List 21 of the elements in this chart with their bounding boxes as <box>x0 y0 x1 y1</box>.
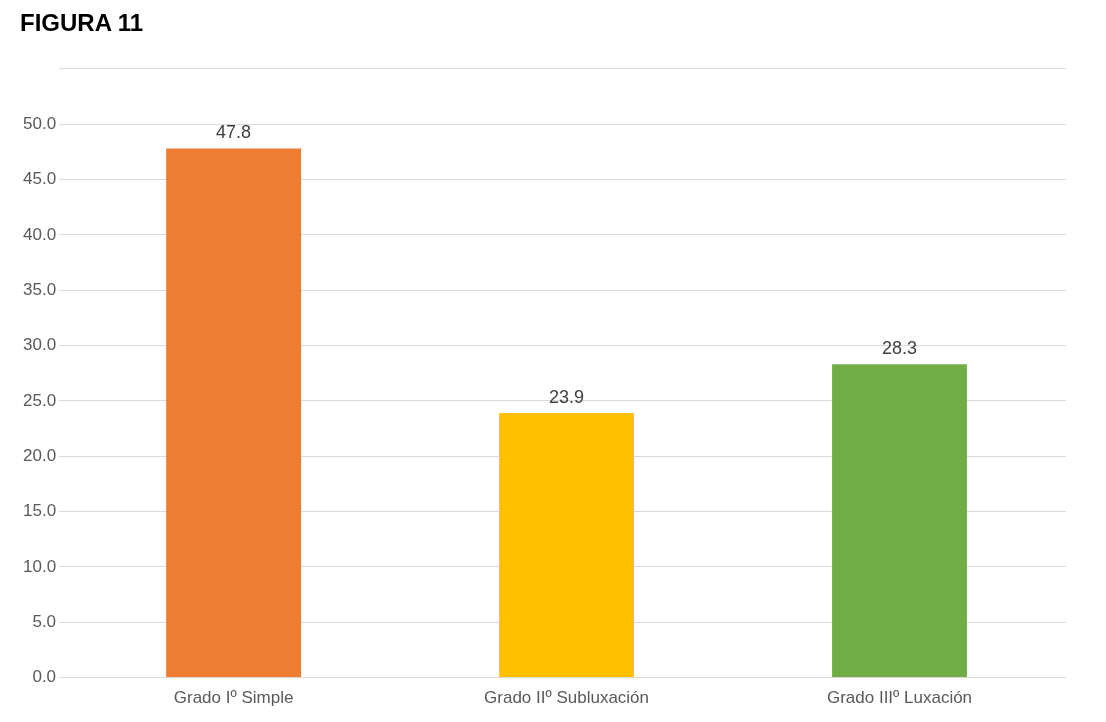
chart-title: FIGURA 11 <box>20 9 144 37</box>
bar <box>166 148 301 678</box>
y-tick-label: 35.0 <box>22 279 57 299</box>
y-tick-label: 5.0 <box>32 611 57 631</box>
data-label: 47.8 <box>216 122 252 143</box>
y-tick-label: 50.0 <box>22 113 57 133</box>
y-tick-label: 0.0 <box>32 667 57 687</box>
y-tick-label: 15.0 <box>22 501 57 521</box>
y-tick-label: 45.0 <box>22 169 57 189</box>
y-tick-label: 40.0 <box>22 224 57 244</box>
y-tick-label: 20.0 <box>22 445 57 465</box>
data-label: 23.9 <box>549 387 585 408</box>
y-tick-label: 25.0 <box>22 390 57 410</box>
x-tick-label: Grado Iº Simple <box>173 688 294 708</box>
data-label: 28.3 <box>881 338 918 359</box>
bar <box>832 364 967 678</box>
y-tick-label: 30.0 <box>22 335 57 355</box>
y-tick-label: 10.0 <box>22 556 57 576</box>
x-tick-label: Grado IIIº Luxación <box>826 688 973 708</box>
x-tick-label: Grado IIº Subluxación <box>484 688 650 708</box>
bar <box>499 413 634 678</box>
